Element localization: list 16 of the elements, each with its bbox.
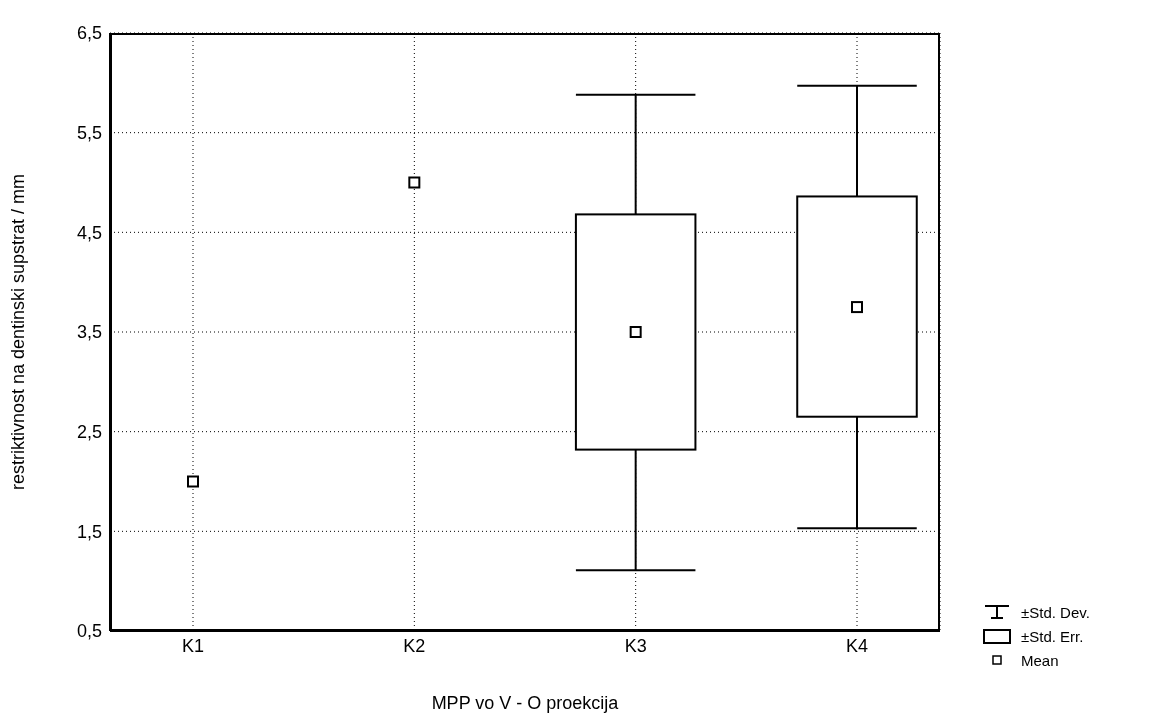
x-tick-label: K3 [624, 635, 647, 656]
x-axis-title: MPP vo V - O proekcija [431, 693, 620, 713]
x-tick-label: K4 [845, 635, 869, 656]
legend-label: Mean [1021, 651, 1059, 669]
y-tick-label: 5,5 [76, 123, 102, 144]
x-tick-label: K1 [181, 635, 205, 656]
text: ±Std. Dev. [1021, 603, 1090, 621]
x-tick-label: K2 [403, 635, 426, 656]
y-tick-label: 2,5 [76, 422, 102, 443]
y-tick-label: 4,5 [76, 222, 102, 243]
y-axis-title: restriktivnost na dentinski supstrat / mm [8, 173, 29, 491]
text: ±Std. Err. [1021, 627, 1084, 645]
y-tick-label: 0,5 [76, 621, 102, 642]
y-tick-label: 3,5 [76, 322, 102, 343]
y-tick-label: 1,5 [76, 521, 102, 542]
y-tick-label: 6,5 [76, 23, 102, 44]
